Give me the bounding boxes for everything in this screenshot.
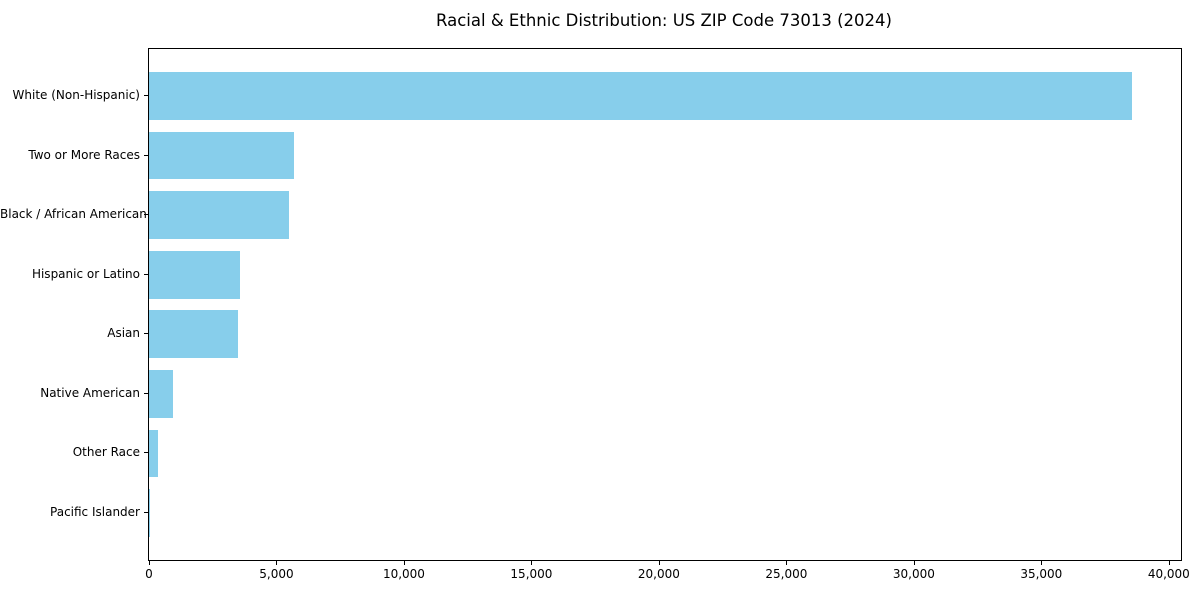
y-tick — [144, 333, 148, 335]
x-tick — [531, 561, 533, 565]
x-tick-label: 40,000 — [1147, 567, 1190, 581]
x-tick — [276, 561, 278, 565]
y-tick-label: Asian — [107, 326, 140, 341]
x-tick — [913, 561, 915, 565]
x-tick — [658, 561, 660, 565]
y-tick — [144, 95, 148, 97]
x-tick-label: 20,000 — [637, 567, 680, 581]
x-tick-label: 35,000 — [1020, 567, 1063, 581]
y-tick-label: Pacific Islander — [50, 504, 140, 519]
y-tick — [144, 452, 148, 454]
y-tick-label: White (Non-Hispanic) — [12, 88, 140, 103]
y-tick-label: Other Race — [72, 445, 140, 460]
y-tick-label: Native American — [40, 385, 140, 400]
y-tick — [144, 214, 148, 216]
x-tick-label: 5,000 — [259, 567, 294, 581]
y-tick-label: Black / African American — [0, 207, 147, 222]
y-tick — [144, 511, 148, 513]
bar — [149, 72, 1132, 120]
x-tick — [149, 561, 150, 565]
bar — [149, 370, 173, 418]
bar — [149, 429, 158, 478]
bar — [149, 310, 238, 359]
x-tick-label: 15,000 — [510, 567, 553, 581]
y-tick-label: Two or More Races — [28, 147, 140, 162]
bar — [149, 250, 241, 299]
y-tick — [144, 392, 148, 394]
x-tick-label: 25,000 — [765, 567, 808, 581]
x-tick-label: 0 — [145, 567, 153, 581]
y-tick — [144, 154, 148, 156]
y-tick — [144, 273, 148, 275]
x-tick — [786, 561, 788, 565]
x-tick-label: 10,000 — [382, 567, 425, 581]
bar — [149, 131, 295, 180]
plot-area — [148, 48, 1182, 561]
y-tick-label: Hispanic or Latino — [31, 266, 140, 281]
x-tick — [1168, 561, 1170, 565]
bar — [149, 191, 289, 239]
x-tick — [1041, 561, 1043, 565]
x-tick — [403, 561, 405, 565]
bar — [149, 489, 150, 537]
chart-title: Racial & Ethnic Distribution: US ZIP Cod… — [436, 11, 892, 30]
x-tick-label: 30,000 — [892, 567, 935, 581]
